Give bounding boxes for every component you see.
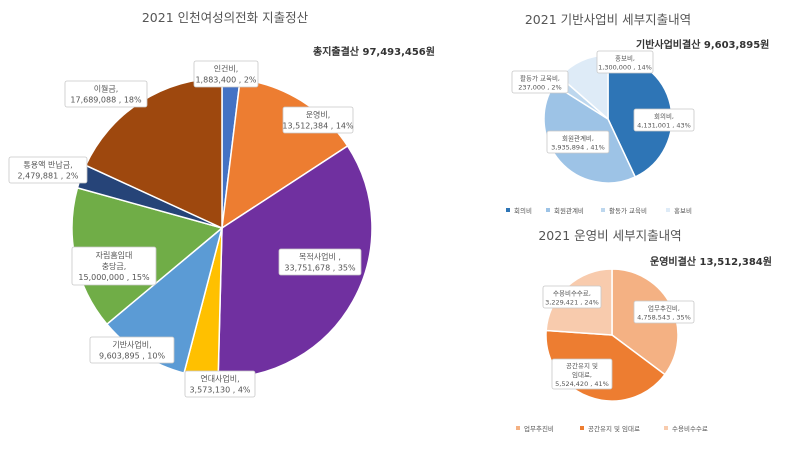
legend-swatch-1-3 <box>666 208 670 212</box>
legend-swatch-1-0 <box>506 208 510 212</box>
slice-label-box-0-7 <box>64 80 148 108</box>
infra-legend: 회의비 회원관계비 활동가 교육비 홍보비 <box>506 206 692 215</box>
slice-label-box-1-0 <box>633 108 695 132</box>
legend-label-1-0: 회의비 <box>514 206 532 215</box>
operating-expense-chart: 2021 운영비 세부지출내역 운영비결산 13,512,384원 업무추진비,… <box>516 228 772 433</box>
slice-label-1-2: 활동가 교육비, 237,000 , 2% <box>518 74 561 92</box>
slice-label-box-0-3 <box>184 370 256 398</box>
slice-label-0-6: 통용액 반납금, 2,479,881 , 2% <box>17 160 78 181</box>
slice-label-box-0-5 <box>71 246 157 286</box>
legend-label-1-2: 활동가 교육비 <box>609 206 647 215</box>
operating-pie: 업무추진비, 4,758,543 , 35% 공간유지 및 임대료, 5,524,420… <box>542 268 695 402</box>
infra-pie: 회의비, 4,131,001 , 43% 회원관계비, 3,935,894 , 41%… <box>511 50 695 184</box>
slice-label-box-2-2 <box>542 285 602 309</box>
slice-label-2-1: 공간유지 및 임대료, 5,524,420 , 41% <box>555 361 609 388</box>
slice-label-0-7: 이월금, 17,689,088 , 18% <box>70 84 142 105</box>
slice-label-0-2: 목적사업비 , 33,751,678 , 35% <box>284 252 356 273</box>
slice-label-box-0-0 <box>193 60 259 88</box>
legend-label-2-0: 업무추진비 <box>524 424 554 433</box>
main-expense-chart: 2021 인천여성의전화 지출정산 총지출결산 97,493,456원 인건비,… <box>8 10 435 398</box>
legend-swatch-2-2 <box>664 426 668 430</box>
slice-label-box-0-6 <box>8 156 88 184</box>
main-chart-title: 2021 인천여성의전화 지출정산 <box>142 10 309 25</box>
legend-swatch-2-1 <box>580 426 584 430</box>
legend-swatch-1-2 <box>601 208 605 212</box>
legend-label-2-1: 공간유지 및 임대료 <box>588 424 640 433</box>
slice-label-2-0: 업무추진비, 4,758,543 , 35% <box>637 304 691 322</box>
slice-label-box-0-1 <box>282 106 354 134</box>
slice-label-0-3: 연대사업비, 3,573,130 , 4% <box>189 375 250 395</box>
legend-swatch-1-1 <box>546 208 550 212</box>
slice-label-2-2: 수용비수수료, 3,229,421 , 24% <box>545 289 599 307</box>
slice-label-box-0-2 <box>278 248 362 276</box>
slice-label-0-1: 운영비, 13,512,384 , 14% <box>282 110 354 131</box>
slice-label-0-5: 자립홈임대 충당금, 15,000,000 , 15% <box>78 250 150 282</box>
slice-label-box-2-0 <box>633 300 695 324</box>
infra-chart-title: 2021 기반사업비 세부지출내역 <box>525 12 691 27</box>
infra-chart-total: 기반사업비결산 9,603,895원 <box>636 38 769 51</box>
main-pie: 인건비, 1,883,400 , 2% 운영비, 13,512,384 , 14% 목적… <box>8 60 373 398</box>
slice-label-box-1-1 <box>546 130 610 154</box>
slice-label-0-0: 인건비, 1,883,400 , 2% <box>195 64 256 85</box>
slice-label-box-0-4 <box>89 336 175 364</box>
slice-label-0-4: 기반사업비, 9,603,895 , 10% <box>99 341 166 361</box>
slice-label-box-1-3 <box>596 50 654 74</box>
slice-label-1-3: 홍보비, 1,300,000 , 14% <box>598 54 652 72</box>
operating-legend: 업무추진비 공간유지 및 임대료 수용비수수료 <box>516 424 708 433</box>
infra-expense-chart: 2021 기반사업비 세부지출내역 기반사업비결산 9,603,895원 회의비… <box>506 12 769 215</box>
legend-label-2-2: 수용비수수료 <box>672 424 708 433</box>
legend-label-1-1: 회원관계비 <box>554 206 584 215</box>
slice-label-box-1-2 <box>511 70 569 94</box>
legend-label-1-3: 홍보비 <box>674 206 692 215</box>
operating-chart-title: 2021 운영비 세부지출내역 <box>538 228 681 243</box>
legend-swatch-2-0 <box>516 426 520 430</box>
main-chart-total: 총지출결산 97,493,456원 <box>313 45 435 58</box>
slice-label-1-1: 회원관계비, 3,935,894 , 41% <box>551 134 605 152</box>
slice-label-1-0: 회의비, 4,131,001 , 43% <box>637 112 691 130</box>
operating-chart-total: 운영비결산 13,512,384원 <box>650 255 772 268</box>
slice-label-box-2-1 <box>551 358 613 390</box>
